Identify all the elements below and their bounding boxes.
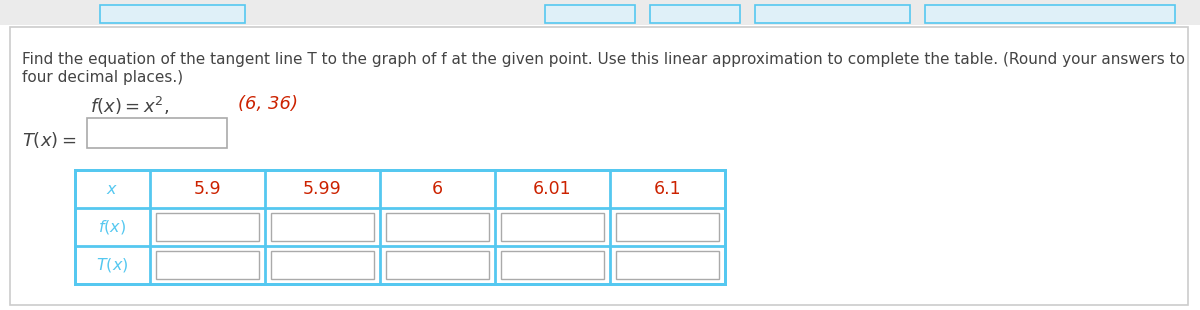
Bar: [545, 5, 635, 23]
Bar: [925, 5, 1175, 23]
Text: 6.1: 6.1: [654, 180, 682, 198]
Text: $f(x)$: $f(x)$: [98, 218, 127, 236]
Text: four decimal places.): four decimal places.): [22, 70, 184, 85]
Bar: [88, 118, 227, 148]
Text: 5.9: 5.9: [193, 180, 221, 198]
Bar: [271, 213, 374, 241]
Bar: [502, 213, 604, 241]
Bar: [0, 0, 1200, 25]
Bar: [386, 213, 490, 241]
Text: (6, 36): (6, 36): [238, 95, 298, 113]
Bar: [156, 213, 259, 241]
Text: Find the equation of the tangent line T to the graph of f at the given point. Us: Find the equation of the tangent line T …: [22, 52, 1186, 67]
Text: $T(x)$: $T(x)$: [96, 256, 128, 274]
Bar: [755, 5, 910, 23]
Bar: [10, 27, 1188, 305]
Bar: [386, 251, 490, 279]
Bar: [271, 251, 374, 279]
Bar: [502, 251, 604, 279]
Bar: [74, 170, 725, 284]
Text: 5.99: 5.99: [304, 180, 342, 198]
Bar: [616, 251, 719, 279]
Text: 6.01: 6.01: [533, 180, 572, 198]
Text: $f(x) = x^2,$: $f(x) = x^2,$: [90, 95, 169, 117]
Bar: [156, 251, 259, 279]
Text: $T(x) =$: $T(x) =$: [22, 130, 77, 150]
Bar: [650, 5, 740, 23]
Bar: [616, 213, 719, 241]
Text: $x$: $x$: [107, 181, 119, 197]
Text: 6: 6: [432, 180, 443, 198]
Bar: [100, 5, 245, 23]
